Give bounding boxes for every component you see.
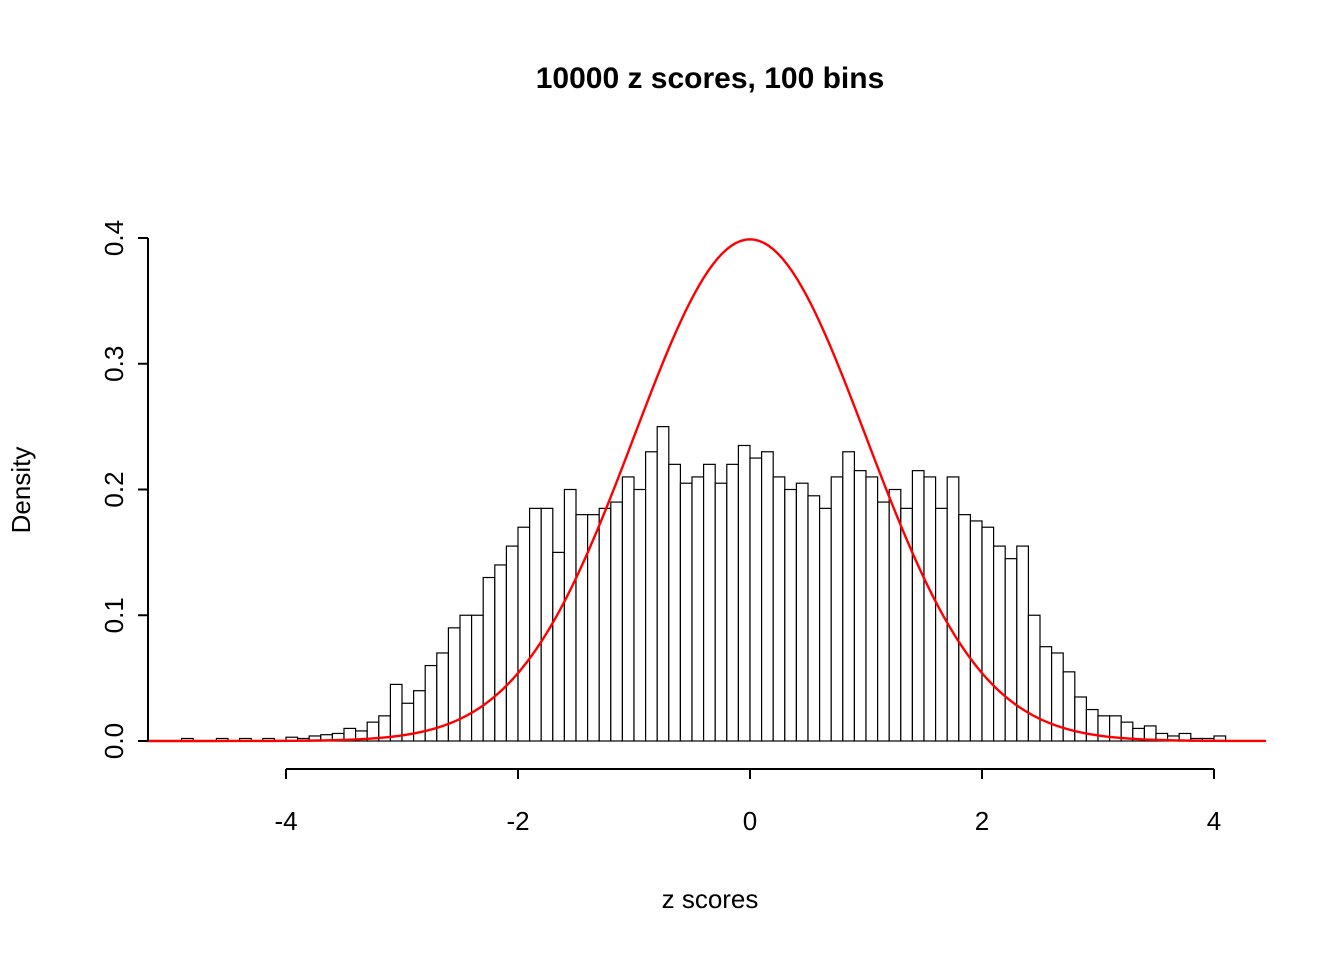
histogram-bar (934, 507, 948, 742)
histogram-bar (644, 451, 658, 742)
histogram-bar (853, 470, 867, 742)
histogram-bar (958, 514, 971, 742)
histogram-bars (181, 426, 1227, 742)
histogram-bar (749, 457, 763, 742)
histogram-bar (1004, 558, 1018, 742)
histogram-bar (992, 545, 1006, 742)
histogram-bar (795, 482, 809, 742)
histogram-bar (656, 426, 670, 742)
histogram-bar (679, 482, 693, 742)
y-axis: 0.0 0.1 0.2 0.3 0.4 (99, 220, 149, 759)
histogram-bar (876, 501, 890, 742)
histogram-bar (494, 564, 507, 742)
histogram-bar (946, 476, 960, 742)
x-axis: -4 -2 0 2 4 (274, 768, 1221, 836)
histogram-bar (760, 451, 774, 742)
histogram-bar (668, 463, 681, 742)
histogram-bar (818, 507, 832, 742)
histogram-bar (1039, 646, 1053, 742)
y-tick-label: 0.4 (99, 220, 129, 256)
histogram-bar (552, 551, 565, 742)
histogram-bar (563, 488, 577, 742)
histogram-bar (471, 614, 484, 742)
y-tick-label: 0.3 (99, 346, 129, 382)
histogram-bar (598, 507, 612, 742)
normal-curve-path (145, 238, 1267, 743)
histogram-bar (389, 683, 403, 742)
x-tick-label: 2 (975, 806, 989, 836)
histogram-bar (900, 507, 913, 742)
histogram-bar (772, 476, 786, 742)
histogram-bar (726, 463, 739, 742)
histogram-bar (621, 476, 635, 742)
histogram-bar (610, 501, 623, 742)
histogram-bar (528, 507, 542, 742)
x-tick-label: 4 (1207, 806, 1221, 836)
histogram-bar (842, 451, 855, 742)
histogram-bar (517, 526, 531, 742)
histogram-bar (807, 495, 821, 742)
x-tick-label: 0 (743, 806, 757, 836)
histogram-bar (459, 614, 473, 742)
chart-title: 10000 z scores, 100 bins (536, 62, 885, 95)
histogram-bar (482, 576, 496, 742)
y-axis-title: Density (6, 447, 36, 534)
histogram-bar (784, 488, 797, 742)
histogram-bar (633, 488, 647, 742)
histogram-bar (969, 520, 983, 742)
y-tick-label: 0.0 (99, 723, 129, 759)
histogram-bar (923, 476, 937, 742)
histogram-bar (737, 444, 751, 742)
histogram-bar (691, 476, 705, 742)
normal-curve (145, 238, 1267, 743)
y-tick-label: 0.1 (99, 597, 129, 633)
histogram-bar (865, 476, 879, 742)
histogram-bar (888, 488, 902, 742)
histogram-bar (1027, 614, 1041, 742)
histogram-bar (911, 470, 925, 742)
histogram-bar (505, 545, 519, 742)
x-axis-title: z scores (662, 884, 759, 914)
y-tick-label: 0.2 (99, 471, 129, 507)
x-tick-label: -4 (274, 806, 297, 836)
histogram-bar (981, 526, 995, 742)
histogram-bar (714, 482, 728, 742)
histogram-bar (702, 463, 716, 742)
x-tick-label: -2 (506, 806, 529, 836)
histogram-bar (830, 476, 844, 742)
histogram-bar (575, 514, 589, 742)
